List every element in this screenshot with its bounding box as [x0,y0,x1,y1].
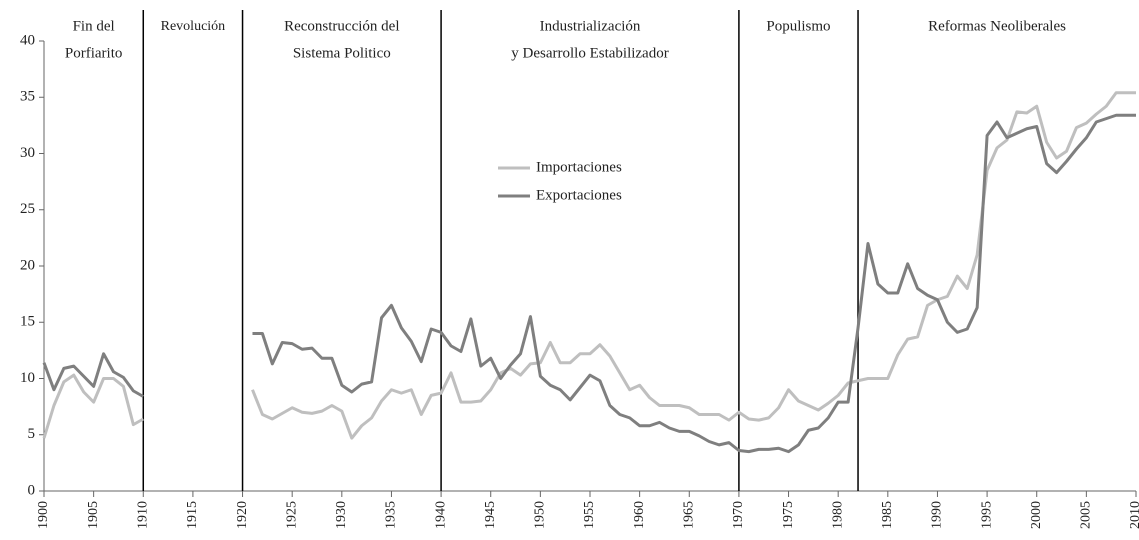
x-tick-label: 1905 [86,501,101,529]
period-label: Populismo [766,18,830,34]
x-tick-label: 1970 [731,501,746,529]
x-tick-label: 2005 [1079,501,1094,529]
x-tick-label: 1925 [284,501,299,529]
y-tick-label: 25 [20,201,35,217]
x-tick-label: 1975 [781,501,796,529]
y-tick-label: 0 [28,482,36,498]
period-label: Porfiarito [65,45,123,61]
y-tick-label: 10 [20,370,35,386]
x-tick-label: 1950 [533,501,548,529]
x-tick-label: 1930 [334,501,349,529]
y-tick-label: 15 [20,314,35,330]
period-label: y Desarrollo Estabilizador [511,45,668,61]
x-tick-label: 1915 [185,501,200,529]
period-label: Reformas Neoliberales [928,18,1066,34]
x-tick-label: 1945 [483,501,498,529]
x-tick-label: 1960 [632,501,647,529]
period-label: Fin del [73,18,115,34]
x-tick-label: 2010 [1128,501,1139,529]
y-tick-label: 20 [20,257,35,273]
period-label: Sistema Politico [293,45,391,61]
period-label: Industrialización [540,18,641,34]
series-line [42,91,1136,440]
x-tick-label: 1995 [979,501,994,529]
period-label: Reconstrucción del [284,18,399,34]
x-tick-label: 1935 [384,501,399,529]
x-tick-label: 1980 [830,501,845,529]
y-tick-label: 40 [20,32,35,48]
legend-label: Exportaciones [536,187,622,203]
y-tick-label: 35 [20,89,35,105]
series-line [42,113,1136,454]
x-tick-label: 1910 [135,501,150,529]
period-label: Revolución [161,19,226,34]
x-tick-label: 1900 [36,501,51,529]
x-tick-label: 1920 [235,501,250,529]
x-tick-label: 2000 [1029,501,1044,529]
x-tick-label: 1940 [433,501,448,529]
y-tick-label: 30 [20,145,35,161]
x-tick-label: 1985 [880,501,895,529]
legend-label: Importaciones [536,159,622,175]
x-tick-label: 1990 [930,501,945,529]
x-tick-label: 1955 [582,501,597,529]
y-tick-label: 5 [28,426,36,442]
x-tick-label: 1965 [681,501,696,529]
